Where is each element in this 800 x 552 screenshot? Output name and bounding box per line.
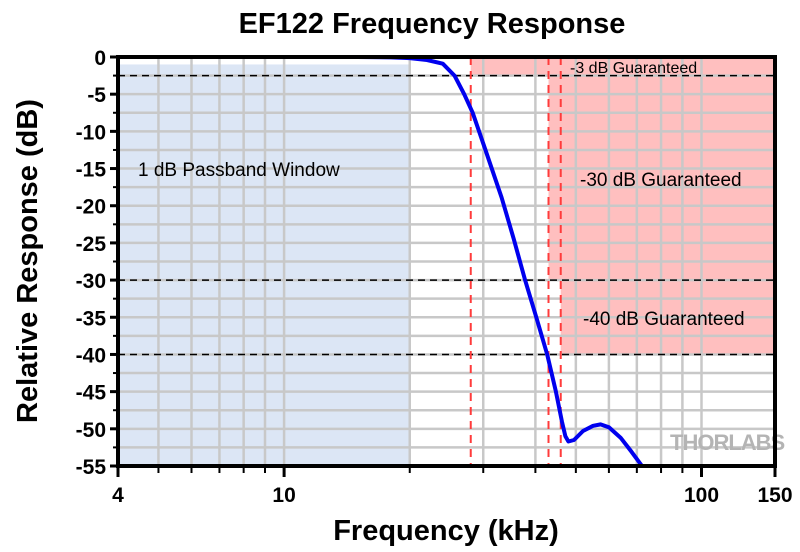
y-tick-label: -5 [87, 84, 106, 107]
y-tick-label: -45 [76, 382, 107, 405]
x-tick-label: 10 [272, 484, 295, 507]
y-tick-label: -55 [76, 456, 107, 479]
y-axis-label: Relative Response (dB) [12, 99, 44, 423]
y-tick-label: -50 [76, 419, 106, 442]
y-tick-label: 0 [94, 47, 106, 70]
region-label-2: -30 dB Guaranteed [580, 170, 742, 191]
x-tick-label: 4 [112, 484, 124, 507]
y-tick-label: -35 [76, 307, 107, 330]
chart-title: EF122 Frequency Response [239, 8, 626, 40]
x-axis-label: Frequency (kHz) [333, 515, 559, 547]
y-tick-label: -25 [76, 233, 107, 256]
y-tick-label: -10 [76, 121, 106, 144]
series-line-0 [118, 55, 644, 468]
region-label-0: 1 dB Passband Window [138, 160, 340, 181]
x-tick-label: 100 [684, 484, 719, 507]
y-tick-label: -20 [76, 196, 106, 219]
y-tick-label: -15 [76, 159, 107, 182]
y-tick-label: -30 [76, 270, 106, 293]
region-label-3: -40 dB Guaranteed [583, 309, 745, 330]
y-tick-label: -40 [76, 344, 106, 367]
region-label-1: -3 dB Guaranteed [570, 60, 697, 77]
thorlabs-watermark: THORLABS [670, 430, 785, 455]
region-1 [470, 57, 775, 76]
x-tick-label: 150 [757, 484, 792, 507]
